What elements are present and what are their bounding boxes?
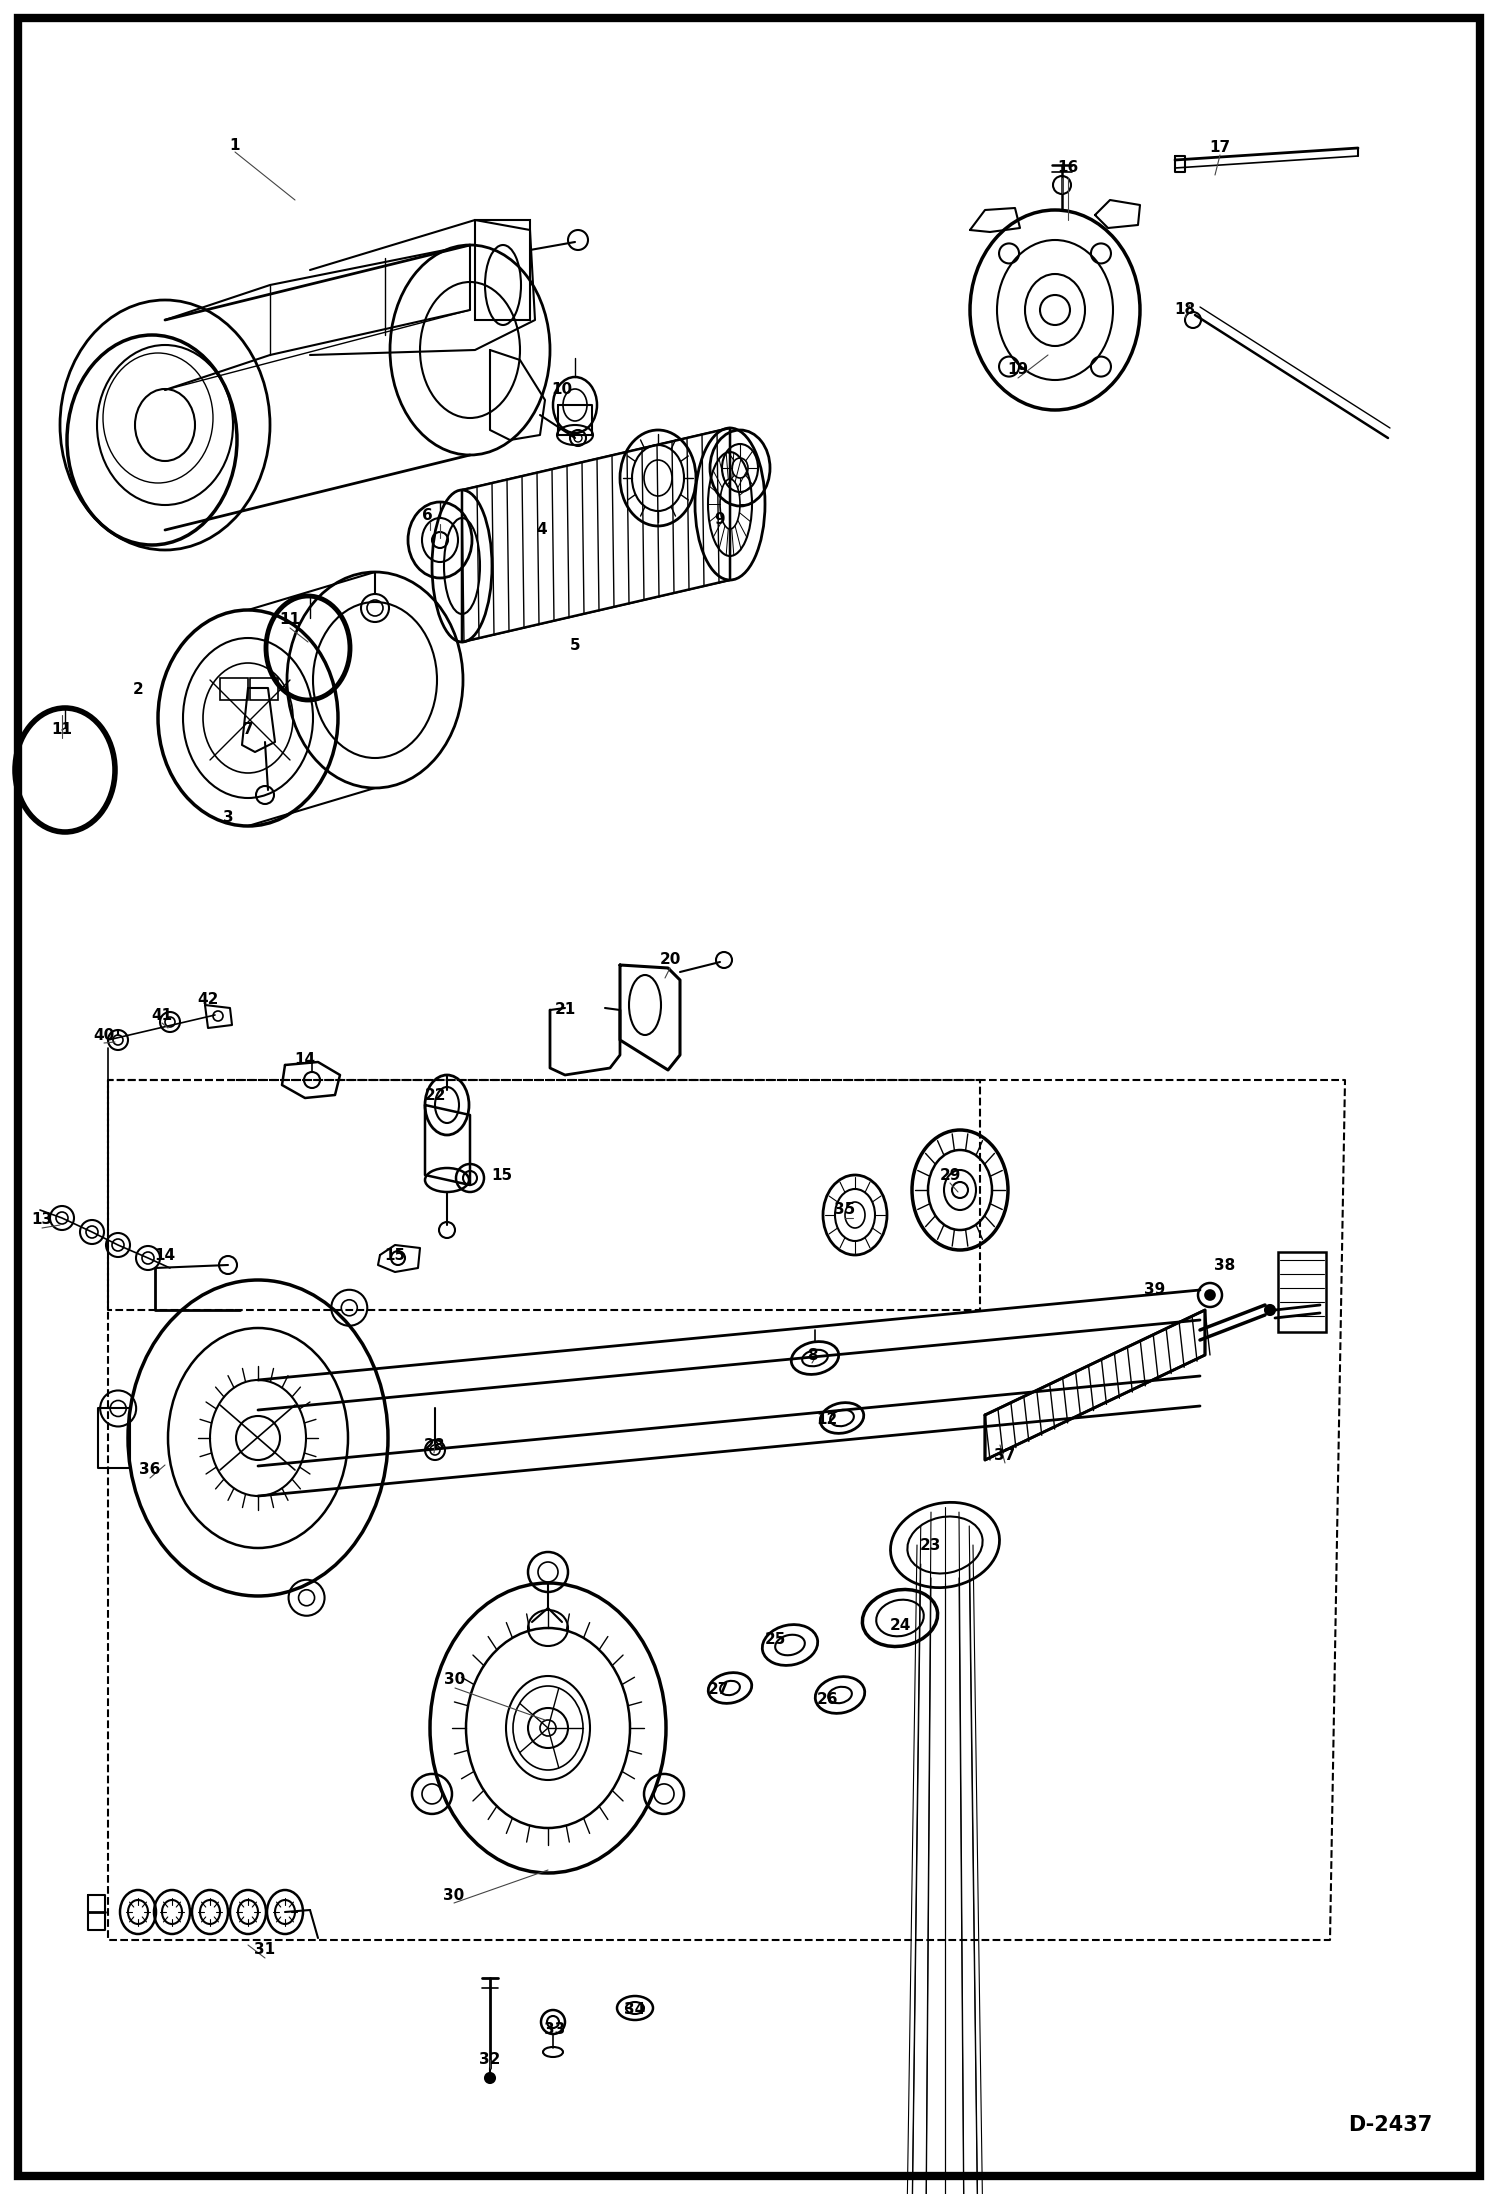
Bar	[475, 219, 530, 320]
Text: 1: 1	[229, 138, 240, 154]
Text: 10: 10	[551, 382, 572, 397]
Text: 34: 34	[625, 2003, 646, 2018]
Text: 39: 39	[1144, 1283, 1165, 1297]
Text: 29: 29	[939, 1167, 960, 1183]
Text: 14: 14	[154, 1248, 175, 1262]
Text: 22: 22	[425, 1088, 446, 1104]
Text: 2: 2	[133, 682, 144, 698]
Circle shape	[1204, 1290, 1215, 1301]
Text: 40: 40	[93, 1027, 115, 1042]
Bar	[220, 678, 249, 700]
Text: 24: 24	[890, 1617, 911, 1632]
Text: 7: 7	[243, 722, 253, 737]
Text: D-2437: D-2437	[1348, 2115, 1432, 2135]
Polygon shape	[986, 1310, 1204, 1459]
Text: 30: 30	[445, 1672, 466, 1687]
Text: 9: 9	[715, 513, 725, 527]
Text: 12: 12	[816, 1413, 837, 1428]
Text: 32: 32	[479, 2054, 500, 2067]
Text: 11: 11	[51, 722, 72, 737]
Text: 20: 20	[659, 952, 680, 968]
Bar	[1278, 1253, 1326, 1332]
Text: 42: 42	[198, 992, 219, 1007]
Text: 8: 8	[807, 1347, 818, 1362]
Text: 5: 5	[569, 638, 580, 652]
Text: 16: 16	[1058, 160, 1079, 176]
Text: 27: 27	[707, 1683, 728, 1698]
Text: 21: 21	[554, 1003, 575, 1018]
Text: 41: 41	[151, 1007, 172, 1022]
Text: 13: 13	[31, 1213, 52, 1226]
Text: 37: 37	[995, 1448, 1016, 1463]
Bar	[250, 678, 279, 700]
Text: 18: 18	[1174, 303, 1195, 318]
Text: 15: 15	[385, 1248, 406, 1262]
Text: 25: 25	[764, 1632, 785, 1648]
Text: 33: 33	[544, 2023, 566, 2038]
Text: 19: 19	[1008, 362, 1029, 377]
Text: 6: 6	[421, 509, 433, 524]
Text: 26: 26	[818, 1692, 839, 1707]
Text: 23: 23	[920, 1538, 941, 1553]
Text: 28: 28	[424, 1437, 445, 1452]
Text: 11: 11	[280, 612, 301, 627]
Text: 14: 14	[295, 1053, 316, 1068]
Text: 3: 3	[223, 810, 234, 825]
Text: 17: 17	[1209, 140, 1230, 156]
Text: 4: 4	[536, 522, 547, 538]
Text: 36: 36	[139, 1463, 160, 1477]
Text: 15: 15	[491, 1167, 512, 1183]
Polygon shape	[461, 428, 730, 643]
Text: 38: 38	[1215, 1257, 1236, 1273]
Text: 35: 35	[834, 1202, 855, 1218]
Circle shape	[485, 2073, 494, 2082]
Text: 31: 31	[255, 1942, 276, 1957]
Circle shape	[1264, 1305, 1275, 1314]
Text: 30: 30	[443, 1887, 464, 1902]
